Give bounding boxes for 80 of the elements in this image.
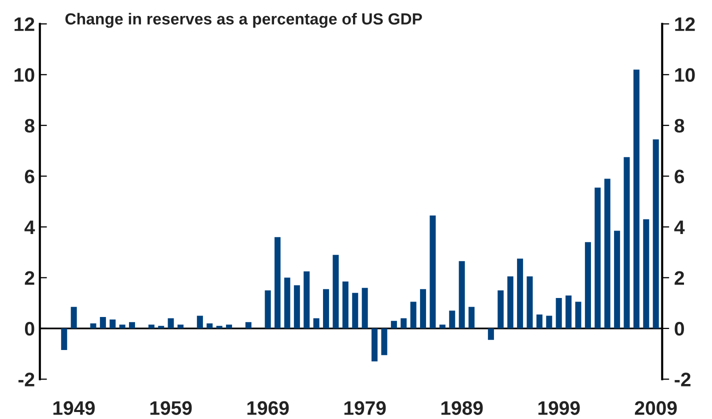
bar <box>624 157 630 328</box>
bar <box>449 310 456 328</box>
y-tick-label: 2 <box>24 271 34 285</box>
bar <box>178 324 184 328</box>
bar <box>536 314 542 328</box>
y-tick-label: 0 <box>24 322 34 336</box>
bar <box>556 298 562 328</box>
x-tick-label: 1999 <box>538 401 580 415</box>
bar <box>119 324 126 328</box>
y2-tick-label: 12 <box>675 17 695 31</box>
bar <box>410 302 416 328</box>
bar <box>575 302 582 328</box>
y-tick-label: 8 <box>24 118 34 133</box>
y2-tick-label: 8 <box>674 118 684 133</box>
bar <box>468 306 475 328</box>
x-tick-label: 1949 <box>53 401 95 415</box>
y-tick-label: -2 <box>18 372 34 386</box>
bar <box>517 258 524 328</box>
x-tick-label: 1989 <box>441 401 483 415</box>
bar <box>400 318 407 328</box>
bar <box>61 328 68 350</box>
bar <box>458 261 465 328</box>
bar <box>643 219 650 328</box>
bar <box>430 216 436 328</box>
bar <box>332 254 339 328</box>
bar <box>381 328 388 356</box>
bar <box>274 237 281 328</box>
y2-tick-label: 6 <box>674 170 684 184</box>
x-tick-label: 2009 <box>634 401 677 415</box>
bar <box>526 276 533 328</box>
y-tick-label: 4 <box>24 220 35 234</box>
y2-tick-label: 2 <box>674 271 684 285</box>
bar <box>168 318 174 328</box>
bar <box>148 324 154 328</box>
bar <box>362 288 368 328</box>
bar <box>304 271 310 328</box>
bar <box>439 324 446 328</box>
bar <box>216 326 222 328</box>
bar <box>196 316 203 328</box>
bar <box>546 316 552 328</box>
bar <box>206 323 213 328</box>
bar <box>90 323 96 328</box>
bar <box>323 289 330 328</box>
bar <box>226 324 232 328</box>
bar <box>110 320 116 328</box>
bar <box>507 276 514 328</box>
x-tick-label: 1979 <box>344 401 386 415</box>
y-tick-label: 12 <box>14 17 34 31</box>
bar <box>390 320 397 328</box>
bar <box>488 328 494 340</box>
y2-tick-label: 0 <box>674 322 684 336</box>
bar <box>313 318 320 328</box>
bar <box>372 328 378 362</box>
y2-tick-label: -2 <box>674 372 690 386</box>
bar <box>352 292 358 328</box>
bar <box>342 281 348 328</box>
bar <box>158 326 164 328</box>
x-tick-label: 1959 <box>150 401 192 415</box>
bar <box>652 139 659 328</box>
chart-title: Change in reserves as a percentage of US GDP <box>65 12 422 28</box>
y2-tick-label: 10 <box>675 68 695 82</box>
bar <box>129 322 136 328</box>
y2-tick-label: 4 <box>674 220 685 234</box>
bar <box>294 285 300 328</box>
bar <box>584 242 591 328</box>
bar <box>100 317 106 328</box>
bar <box>245 322 252 328</box>
y-tick-label: 6 <box>24 170 34 184</box>
bar <box>498 290 504 328</box>
bar <box>264 290 271 328</box>
bar <box>604 178 610 328</box>
bar <box>566 295 572 328</box>
bar <box>614 230 620 328</box>
bar <box>70 306 77 328</box>
bar <box>284 278 290 328</box>
bar <box>633 70 640 328</box>
y-tick-label: 10 <box>14 68 34 82</box>
x-tick-label: 1969 <box>247 401 289 415</box>
bar <box>420 289 426 328</box>
bar <box>594 188 601 328</box>
